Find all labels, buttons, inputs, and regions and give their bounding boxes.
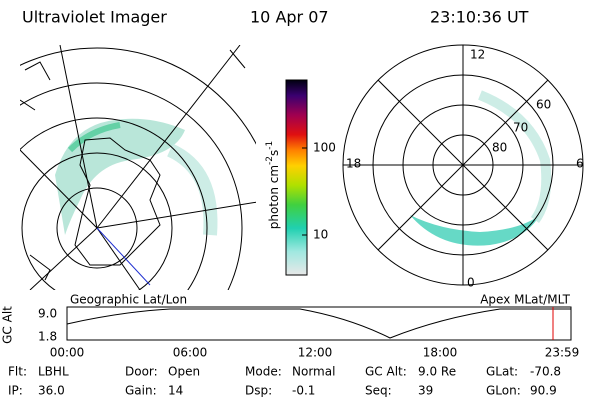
status-label: GLat: (486, 365, 518, 379)
status-label: Door: (125, 365, 158, 379)
x-tick-label: 18:00 (423, 346, 458, 360)
status-value: Open (168, 365, 200, 379)
mlt-label: 0 (467, 276, 475, 290)
unit-exp: -1 (265, 141, 275, 150)
x-tick-label: 00:00 (50, 346, 85, 360)
colorbar-tick: 10 (313, 228, 328, 242)
status-value: Normal (292, 365, 335, 379)
colorbar-unit: photon cm-2s-1 (265, 141, 281, 230)
status-label: GC Alt: (365, 365, 407, 379)
time: 23:10:36 UT (430, 8, 529, 27)
mlt-label: 18 (346, 157, 361, 171)
status-label: Seq: (365, 384, 392, 398)
status-value: LBHL (38, 365, 69, 379)
status-value: -0.1 (292, 384, 315, 398)
unit-exp: -2 (265, 156, 275, 165)
mlt-label: 12 (470, 48, 485, 62)
status-value: 9.0 Re (418, 365, 456, 379)
status-label: GLon: (486, 384, 521, 398)
status-label: IP: (8, 384, 23, 398)
altitude-plot (66, 306, 572, 341)
x-tick-label: 12:00 (298, 346, 333, 360)
status-value: 36.0 (38, 384, 65, 398)
x-tick-label: 23:59 (545, 346, 580, 360)
left-panel-label: Geographic Lat/Lon (70, 293, 187, 307)
status-value: 39 (418, 384, 433, 398)
y-tick-label: 1.8 (38, 330, 57, 344)
status-value: 90.9 (530, 384, 557, 398)
status-value: -70.8 (530, 365, 561, 379)
status-label: Gain: (125, 384, 157, 398)
y-tick-label: 9.0 (38, 307, 57, 321)
title: Ultraviolet Imager (22, 8, 167, 27)
x-ticks: 00:00 06:00 12:00 18:00 23:59 (50, 346, 580, 360)
colorbar-tick: 100 (313, 141, 336, 155)
status-value: 14 (168, 384, 183, 398)
mlt-label: 6 (576, 157, 584, 171)
geographic-map (20, 45, 256, 290)
status-label: Flt: (8, 365, 27, 379)
unit-part: s (267, 150, 281, 156)
status-label: Dsp: (245, 384, 272, 398)
status-label: Mode: (245, 365, 282, 379)
polar-map (342, 44, 584, 286)
colorbar (285, 79, 308, 276)
mlat-label: 60 (536, 98, 551, 112)
right-panel-label: Apex MLat/MLT (480, 293, 570, 307)
mlat-label: 70 (513, 121, 528, 135)
unit-part: photon cm (267, 165, 281, 229)
y-axis-label: GC Alt (1, 306, 15, 344)
date: 10 Apr 07 (250, 8, 329, 27)
status-bar: Flt: LBHL Door: Open Mode: Normal GC Alt: 9.0 R… (8, 365, 561, 398)
x-tick-label: 06:00 (173, 346, 208, 360)
mlat-label: 80 (492, 141, 507, 155)
altitude-curve (66, 308, 571, 339)
